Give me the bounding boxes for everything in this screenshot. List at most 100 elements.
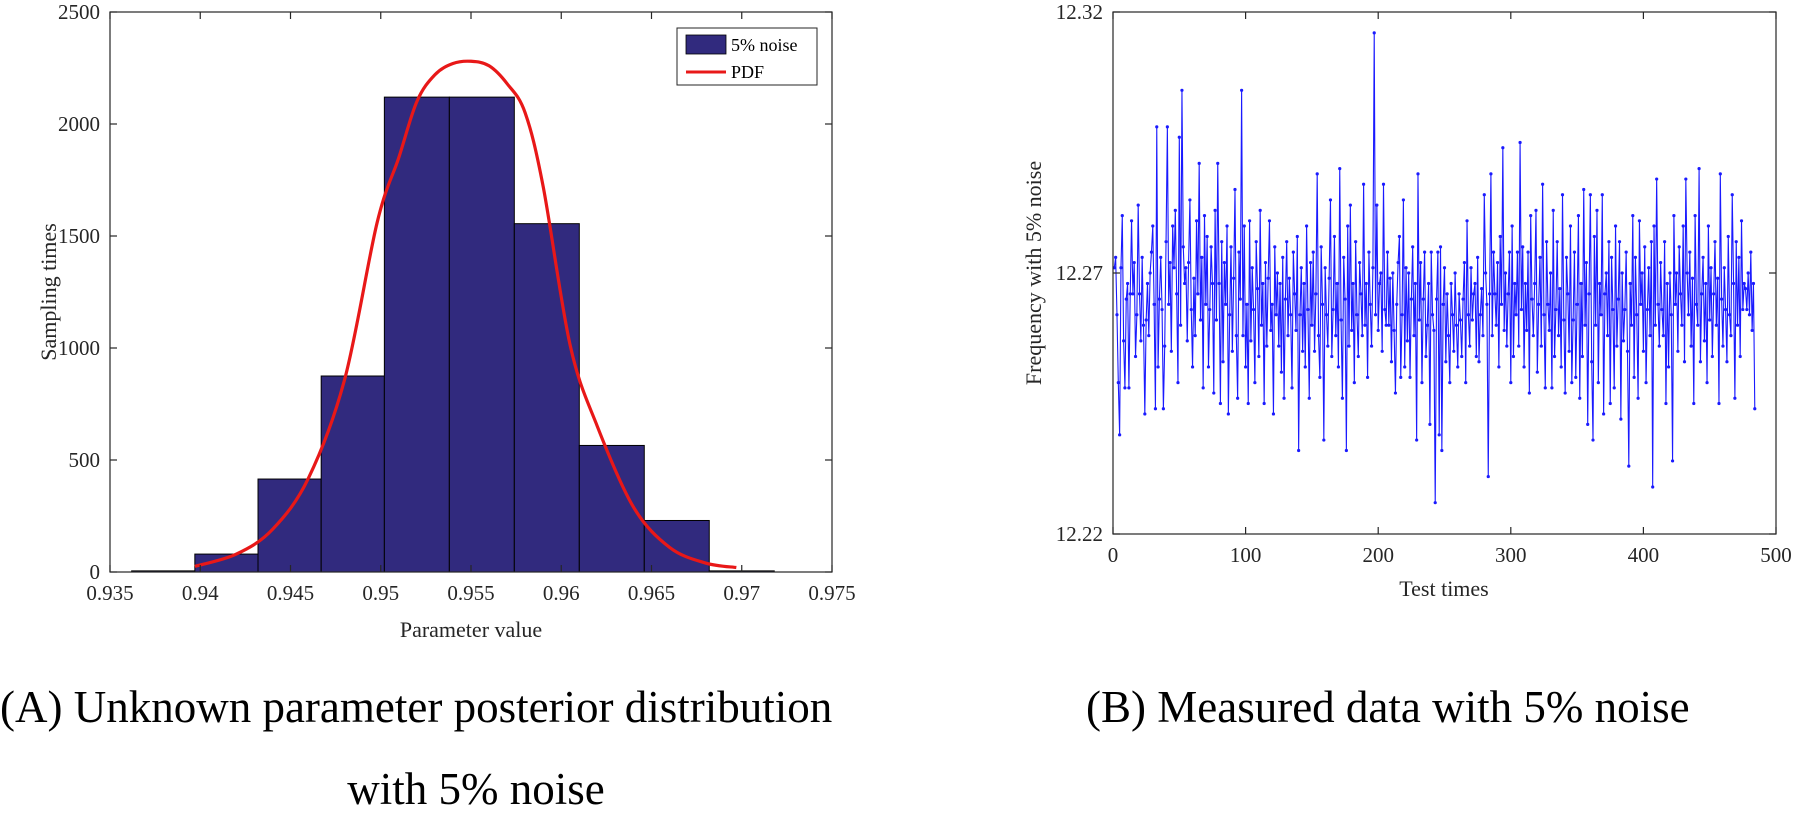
- series-point: [1733, 396, 1737, 400]
- series-point: [1183, 281, 1187, 286]
- series-point: [1186, 260, 1191, 265]
- series-point: [1525, 328, 1529, 333]
- series-point: [1338, 167, 1342, 171]
- series-point: [1425, 323, 1429, 327]
- x-tick-label: 0.94: [182, 581, 219, 605]
- series-point: [1145, 281, 1150, 286]
- series-point: [1230, 349, 1234, 353]
- series-point: [1332, 234, 1337, 239]
- series-point: [1194, 219, 1199, 223]
- series-point: [1379, 271, 1383, 275]
- series-point: [1604, 271, 1608, 275]
- series-point: [1710, 354, 1714, 359]
- x-tick-label: 0.935: [86, 581, 133, 605]
- series-point: [1271, 412, 1276, 416]
- series-point: [1372, 31, 1376, 35]
- series-point: [1305, 224, 1309, 228]
- series-point: [1222, 260, 1226, 265]
- series-point: [1421, 297, 1425, 301]
- series-point: [1446, 334, 1451, 338]
- series-point: [1295, 234, 1299, 239]
- series-point: [1677, 245, 1681, 249]
- series-point: [1302, 281, 1306, 286]
- series-point: [1639, 302, 1643, 306]
- series-point: [1592, 234, 1596, 239]
- series-point: [1506, 292, 1510, 296]
- series-point: [1684, 177, 1688, 181]
- series-point: [1155, 125, 1159, 129]
- x-tick-label: 100: [1230, 543, 1262, 567]
- legend-a: 5% noise PDF: [676, 27, 818, 86]
- series-point: [1164, 240, 1168, 244]
- series-point: [1426, 281, 1431, 286]
- series-point: [1220, 240, 1224, 244]
- series-point: [1635, 313, 1639, 317]
- series-point: [1554, 307, 1558, 312]
- series-point: [1420, 381, 1424, 385]
- series-point: [1701, 255, 1705, 259]
- series-point: [1749, 250, 1753, 254]
- series-point: [1322, 438, 1326, 442]
- series-line: [1113, 32, 1756, 503]
- series-point: [1287, 276, 1291, 280]
- series-point: [1617, 240, 1622, 244]
- series-point: [1498, 234, 1502, 239]
- series-point: [1424, 354, 1428, 359]
- series-point: [1742, 281, 1746, 286]
- series-point: [1450, 313, 1455, 317]
- series-point: [1445, 292, 1449, 296]
- series-point: [1653, 323, 1657, 327]
- series-point: [1393, 391, 1398, 395]
- series-point: [1490, 334, 1494, 338]
- series-point: [1385, 250, 1390, 254]
- series-point: [1628, 281, 1632, 286]
- series-point: [1153, 407, 1158, 411]
- series-point: [1156, 365, 1160, 369]
- series-point: [1324, 313, 1329, 317]
- series-point: [1151, 224, 1155, 228]
- series-point: [1464, 381, 1468, 385]
- series-point: [1556, 334, 1561, 338]
- series-point: [1175, 292, 1179, 296]
- series-point: [1270, 302, 1274, 306]
- series-point: [1365, 375, 1370, 379]
- series-point: [1179, 323, 1183, 327]
- series-point: [1399, 375, 1403, 379]
- series-point: [1245, 302, 1249, 306]
- series-point: [1384, 323, 1388, 327]
- y-axis-title-b: Frequency with 5% noise: [1021, 161, 1046, 385]
- y-tick-label: 1500: [58, 224, 100, 248]
- series-point: [1579, 281, 1583, 286]
- series-point: [1335, 281, 1339, 286]
- series-point: [1247, 219, 1252, 223]
- series-point: [1141, 323, 1146, 327]
- series-point: [1189, 307, 1193, 312]
- series-point: [1489, 172, 1493, 176]
- series-point: [1251, 307, 1256, 312]
- series-point: [1568, 224, 1573, 228]
- series-point: [1234, 334, 1238, 338]
- pdf-curve: [194, 59, 737, 570]
- series-point: [1586, 422, 1590, 426]
- series-point: [1448, 381, 1452, 385]
- series-point: [1507, 250, 1512, 254]
- series-point: [1523, 281, 1527, 286]
- series-point: [1326, 344, 1330, 348]
- series-point: [1250, 266, 1254, 270]
- series-point: [1290, 386, 1294, 390]
- series-point: [1501, 146, 1505, 150]
- series-point: [1181, 245, 1185, 249]
- series-point: [1306, 307, 1310, 312]
- series-point: [1712, 292, 1716, 296]
- series-point: [1708, 318, 1712, 322]
- series-point: [1644, 381, 1648, 385]
- series-point: [1718, 172, 1722, 176]
- series-point: [1391, 271, 1395, 275]
- series-point: [1611, 307, 1615, 312]
- series-point: [1503, 271, 1508, 275]
- series-point: [1582, 187, 1586, 192]
- series-point: [1196, 292, 1200, 296]
- series-point: [1444, 360, 1448, 364]
- series-point: [1330, 354, 1334, 359]
- series-point: [1477, 360, 1481, 364]
